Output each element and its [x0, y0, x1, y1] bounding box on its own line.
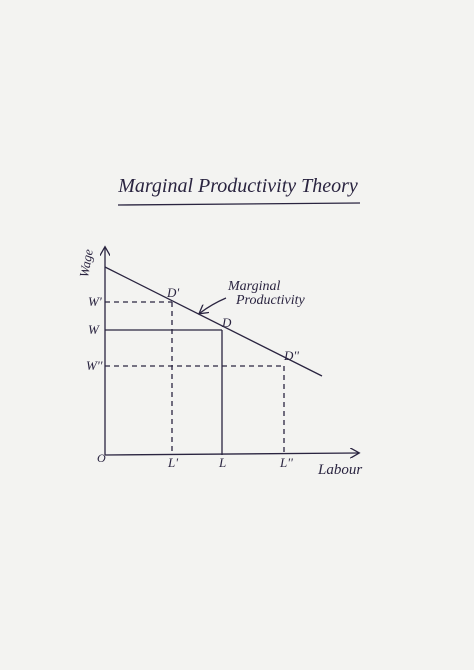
wage-label: W — [88, 322, 100, 337]
wage-label: W'' — [86, 358, 103, 373]
point-label: D' — [166, 285, 179, 300]
wage-label: W' — [88, 294, 102, 309]
title: Marginal Productivity Theory — [117, 175, 358, 197]
label-arrow — [200, 297, 227, 313]
title-underline — [117, 202, 361, 206]
labour-label: L' — [167, 455, 178, 470]
labour-label: L'' — [279, 455, 293, 470]
y-axis-label: Wage — [76, 248, 96, 279]
x-axis — [104, 453, 358, 455]
labour-label: L — [218, 455, 226, 470]
demand-curve — [104, 266, 323, 377]
curve-label: Marginal — [227, 279, 280, 294]
point-label: D — [221, 315, 232, 330]
x-axis-label: Labour — [317, 462, 362, 478]
origin-label: O — [97, 451, 106, 465]
curve-label: Productivity — [235, 293, 305, 308]
point-label: D'' — [283, 348, 299, 363]
